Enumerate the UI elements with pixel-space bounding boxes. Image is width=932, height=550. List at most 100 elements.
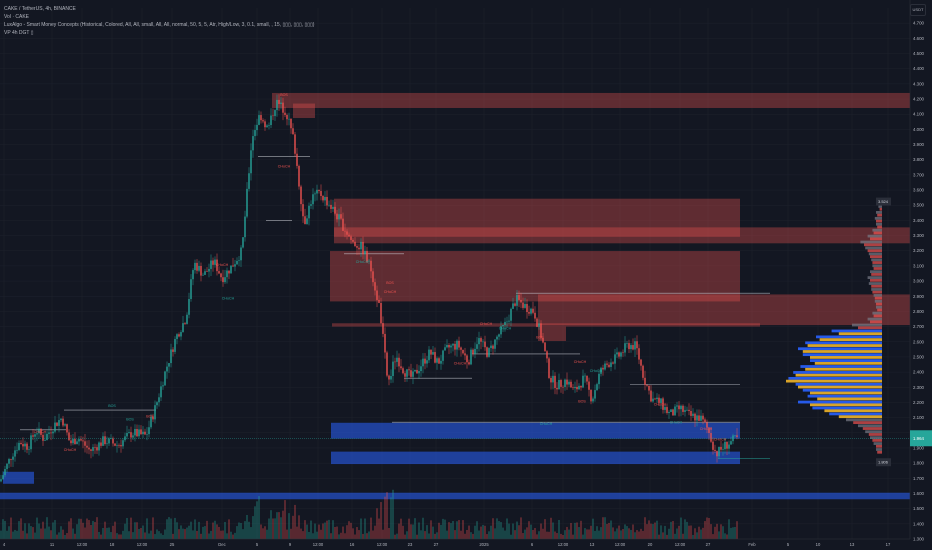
symbol-title[interactable]: CAKE / TetherUS, 4h, BINANCE: [4, 6, 76, 12]
candle: [540, 323, 542, 339]
candle: [190, 279, 192, 300]
candle: [676, 405, 678, 407]
price-scale-bg: [910, 0, 932, 550]
price-tick-label: 3.500: [913, 203, 925, 208]
candle: [58, 420, 60, 426]
candle: [670, 409, 672, 412]
volume-bar: [112, 525, 114, 539]
volume-bar: [516, 521, 518, 539]
volume-bar: [656, 520, 658, 539]
volume-profile-up-row: [867, 276, 882, 279]
candle: [262, 120, 264, 122]
volume-bar: [124, 523, 126, 539]
candle: [574, 386, 576, 389]
volume-profile-up-row: [876, 305, 882, 309]
candle: [72, 438, 74, 444]
candle: [570, 381, 572, 388]
volume-profile-down-row: [864, 243, 882, 247]
volume-bar: [582, 534, 584, 539]
candle: [252, 136, 254, 151]
candle: [462, 349, 464, 354]
price-tick-label: 3.600: [913, 188, 925, 193]
candle: [662, 398, 664, 410]
candle: [338, 214, 340, 220]
candle: [568, 381, 570, 385]
volume-bar: [640, 528, 642, 539]
volume-bar: [546, 531, 548, 539]
candle: [444, 347, 446, 351]
currency-button[interactable]: USDT: [910, 4, 926, 16]
volume-bar: [552, 522, 554, 539]
candle: [692, 413, 694, 416]
volume-bar: [140, 527, 142, 539]
volume-bar: [72, 528, 74, 539]
volume-profile-up-row: [829, 412, 882, 416]
volume-bar: [286, 529, 288, 539]
volume-bar: [134, 522, 136, 539]
volume-profile-up-row: [812, 406, 882, 410]
volume-bar: [686, 521, 688, 539]
volume-profile-down-row: [877, 225, 882, 229]
volume-profile-down-row: [805, 367, 882, 371]
last-price-label: 1.964: [913, 436, 925, 441]
candle: [480, 338, 482, 342]
volume-profile-up-row: [846, 418, 882, 422]
candle: [522, 302, 524, 308]
candle: [160, 386, 162, 398]
volume-bar: [574, 522, 576, 539]
candle: [654, 398, 656, 400]
volume-bar: [126, 517, 128, 539]
volume-bar: [562, 534, 564, 539]
volume-profile-down-row: [871, 284, 882, 288]
candle: [604, 363, 606, 370]
low-marker-bg: [876, 458, 891, 467]
volume-bar: [586, 529, 588, 539]
volume-bar: [52, 522, 54, 539]
volume-bar: [64, 534, 66, 539]
candle: [40, 428, 42, 435]
smc-indicator-label[interactable]: LuxAlgo - Smart Money Concepts (Historic…: [4, 22, 315, 28]
volume-bar: [68, 521, 70, 539]
volume-profile-down-row: [810, 356, 882, 359]
volume-bar: [398, 523, 400, 539]
price-tick-label: 1.800: [913, 461, 925, 466]
candle: [182, 323, 184, 333]
volume-bar: [314, 523, 316, 539]
structure-label: CHoCH: [590, 369, 603, 373]
candle: [402, 368, 404, 374]
volume-bar: [2, 519, 4, 539]
candle: [166, 366, 168, 372]
volume-profile-label[interactable]: VP 4h DGT ▯: [4, 30, 34, 36]
volume-profile-up-row: [865, 246, 882, 250]
volume-profile-up-row: [872, 311, 882, 315]
time-tick-label: 20: [648, 542, 653, 547]
candle: [658, 397, 660, 403]
candle: [220, 273, 222, 278]
volume-bar: [358, 530, 360, 539]
volume-bar: [240, 523, 242, 539]
volume-indicator-label[interactable]: Vol · CAKE: [4, 14, 30, 20]
volume-bar: [682, 533, 684, 539]
candle: [324, 196, 326, 201]
candle: [202, 274, 204, 276]
volume-bar: [610, 520, 612, 539]
candle: [478, 338, 480, 345]
volume-bar: [612, 527, 614, 539]
volume-bar: [454, 530, 456, 539]
volume-bar: [14, 529, 16, 539]
candle: [438, 358, 440, 364]
supply-zone: [293, 103, 315, 118]
candle: [514, 303, 516, 306]
volume-bar: [288, 513, 290, 539]
candle: [666, 407, 668, 413]
volume-bar: [614, 531, 616, 539]
volume-bar: [564, 530, 566, 539]
volume-bar: [402, 525, 404, 539]
candle: [294, 134, 296, 154]
volume-bar: [502, 527, 504, 539]
volume-bar: [122, 530, 124, 539]
volume-bar: [538, 531, 540, 539]
volume-bar: [350, 522, 352, 539]
volume-bar: [224, 521, 226, 539]
